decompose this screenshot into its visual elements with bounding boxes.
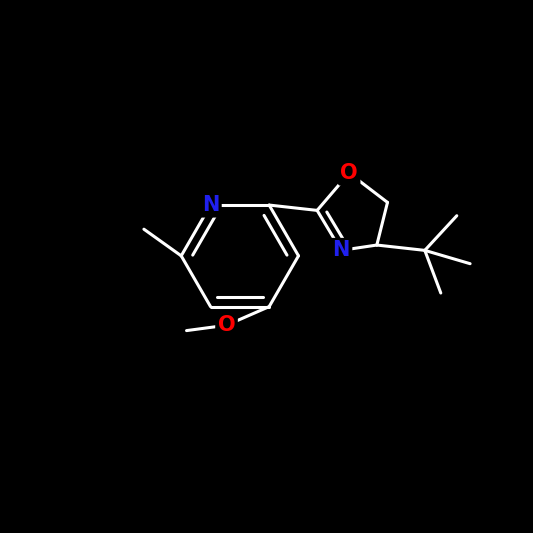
Text: O: O: [217, 316, 236, 335]
Text: O: O: [340, 163, 358, 183]
Text: N: N: [333, 240, 350, 260]
Text: N: N: [202, 195, 219, 215]
